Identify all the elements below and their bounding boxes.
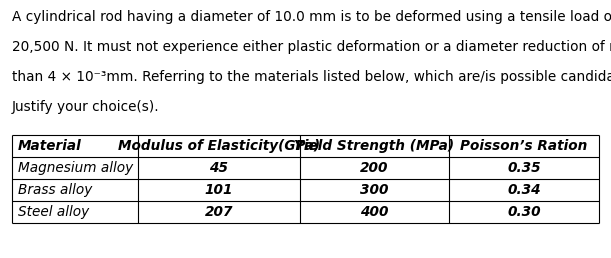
Text: 400: 400 [360, 205, 389, 219]
Text: 45: 45 [210, 161, 229, 175]
Text: 300: 300 [360, 183, 389, 197]
Text: Yield Strength (MPa): Yield Strength (MPa) [295, 139, 455, 153]
Text: A cylindrical rod having a diameter of 10.0 mm is to be deformed using a tensile: A cylindrical rod having a diameter of 1… [12, 10, 611, 24]
Text: Poisson’s Ration: Poisson’s Ration [461, 139, 588, 153]
Text: Brass alloy: Brass alloy [18, 183, 92, 197]
Text: Magnesium alloy: Magnesium alloy [18, 161, 133, 175]
Text: 200: 200 [360, 161, 389, 175]
Text: Justify your choice(s).: Justify your choice(s). [12, 100, 159, 114]
Text: 0.30: 0.30 [507, 205, 541, 219]
Text: than 4 × 10⁻³mm. Referring to the materials listed below, which are/is possible : than 4 × 10⁻³mm. Referring to the materi… [12, 70, 611, 84]
Text: 0.34: 0.34 [507, 183, 541, 197]
Text: Material: Material [18, 139, 82, 153]
Text: 20,500 N. It must not experience either plastic deformation or a diameter reduct: 20,500 N. It must not experience either … [12, 40, 611, 54]
Text: Steel alloy: Steel alloy [18, 205, 89, 219]
Text: 0.35: 0.35 [507, 161, 541, 175]
Text: Modulus of Elasticity(GPa): Modulus of Elasticity(GPa) [118, 139, 320, 153]
Text: 101: 101 [205, 183, 233, 197]
Text: 207: 207 [205, 205, 233, 219]
